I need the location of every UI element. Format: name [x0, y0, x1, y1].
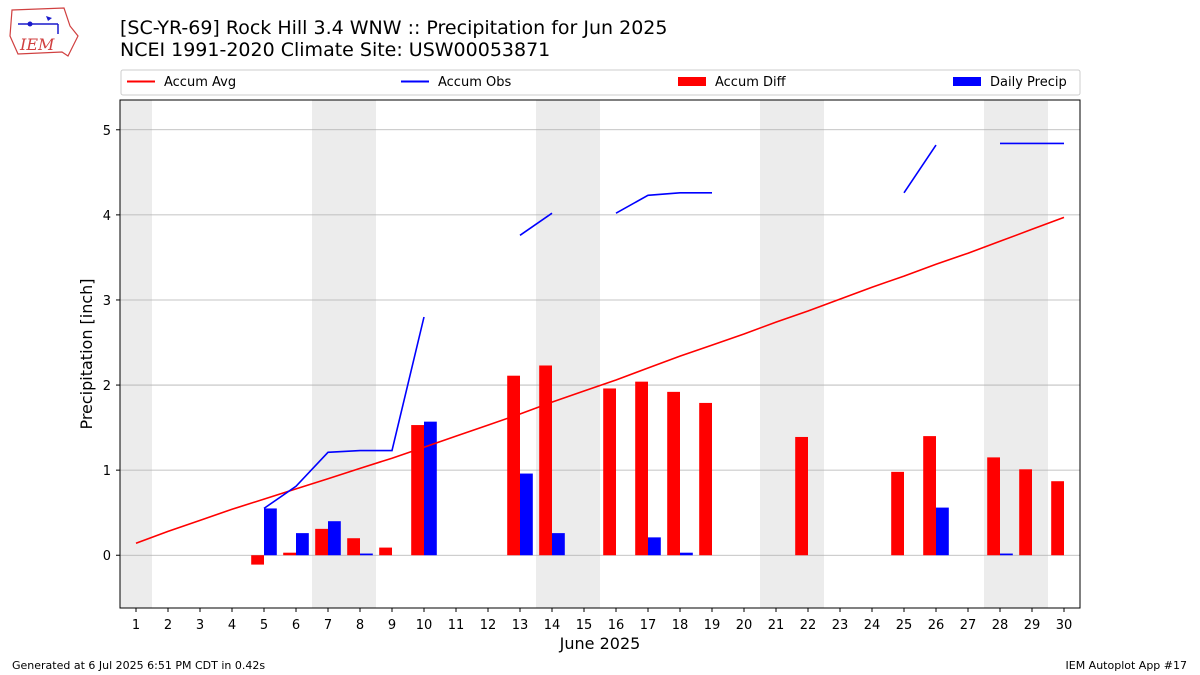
- chart-subtitle: NCEI 1991-2020 Climate Site: USW00053871: [120, 39, 551, 61]
- accum-diff-bar: [379, 547, 392, 556]
- legend-box: [120, 69, 1081, 96]
- x-tick-label: 17: [640, 618, 657, 633]
- x-tick-label: 24: [864, 618, 881, 633]
- x-tick-label: 16: [608, 618, 625, 633]
- x-tick-label: 6: [292, 618, 300, 633]
- legend-accum-diff-swatch: [678, 77, 706, 86]
- accum-diff-bar: [699, 402, 712, 556]
- weekend-band: [760, 100, 824, 608]
- daily-precip-bar: [552, 533, 565, 556]
- accum-obs-line: [903, 144, 937, 194]
- y-tick-label: 1: [103, 464, 111, 479]
- x-tick-label: 22: [800, 618, 817, 633]
- x-tick-label: 2: [164, 618, 172, 633]
- x-tick-label: 25: [896, 618, 913, 633]
- y-tick-label: 3: [103, 294, 111, 309]
- weekend-bands: [120, 100, 1048, 608]
- daily-precip-bar: [264, 508, 277, 556]
- legend-daily-precip-label: Daily Precip: [990, 75, 1067, 90]
- footer-generated: Generated at 6 Jul 2025 6:51 PM CDT in 0…: [12, 659, 266, 672]
- x-tick-label: 27: [960, 618, 977, 633]
- x-tick-label: 9: [388, 618, 396, 633]
- x-tick-label: 10: [416, 618, 433, 633]
- x-tick-label: 3: [196, 618, 204, 633]
- accum-obs-line: [615, 192, 712, 214]
- accum-diff-bar: [251, 555, 264, 565]
- y-tick-label: 0: [103, 549, 111, 564]
- x-tick-label: 18: [672, 618, 689, 633]
- accum-diff-bar: [795, 436, 808, 556]
- x-tick-label: 20: [736, 618, 753, 633]
- daily-precip-bar: [648, 537, 661, 556]
- footer-app: IEM Autoplot App #17: [1065, 659, 1188, 672]
- accum-obs-line: [263, 316, 425, 510]
- x-tick-label: 28: [992, 618, 1009, 633]
- y-tick-label: 2: [103, 379, 111, 394]
- x-tick-label: 15: [576, 618, 593, 633]
- x-tick-label: 29: [1024, 618, 1041, 633]
- accum-diff-bar: [411, 425, 424, 556]
- x-tick-label: 19: [704, 618, 721, 633]
- chart-title: [SC-YR-69] Rock Hill 3.4 WNW :: Precipit…: [120, 17, 668, 39]
- daily-precip-bar: [1000, 553, 1013, 556]
- accum-diff-bar: [603, 388, 616, 556]
- accum-diff-bar: [987, 457, 1000, 556]
- accum-obs-line: [519, 212, 553, 236]
- legend-accum-obs-label: Accum Obs: [438, 75, 511, 90]
- y-tick-label: 4: [103, 209, 111, 224]
- logo-text: IEM: [19, 35, 55, 54]
- accum-diff-bar: [1051, 481, 1064, 556]
- weekend-band: [312, 100, 376, 608]
- x-tick-label: 1: [132, 618, 140, 633]
- x-tick-label: 7: [324, 618, 332, 633]
- x-axis-label: June 2025: [559, 634, 641, 653]
- x-tick-label: 30: [1056, 618, 1073, 633]
- legend-accum-avg-label: Accum Avg: [164, 75, 236, 90]
- x-tick-label: 13: [512, 618, 529, 633]
- x-axis: 1 2 3 4 5 6 7 8 9 10 11 12 13 14 15 16 17 18 19 20 21 22 23 24 2…: [132, 608, 1072, 633]
- x-tick-label: 4: [228, 618, 236, 633]
- y-axis-label: Precipitation [inch]: [77, 278, 96, 429]
- legend-daily-precip-swatch: [953, 77, 981, 86]
- x-tick-label: 21: [768, 618, 785, 633]
- iem-logo: IEM: [9, 7, 79, 57]
- daily-precip-bar: [328, 521, 341, 556]
- series-lines: [135, 142, 1065, 545]
- plot-frame: [119, 99, 1081, 609]
- accum-diff-bar: [315, 528, 328, 556]
- accum-diff-bar: [667, 391, 680, 556]
- daily-precip-bar: [936, 507, 949, 556]
- x-tick-label: 23: [832, 618, 849, 633]
- y-axis: 0 1 2 3 4 5: [103, 124, 120, 564]
- x-tick-label: 26: [928, 618, 945, 633]
- accum-diff-bar: [507, 375, 520, 556]
- x-tick-label: 5: [260, 618, 268, 633]
- x-tick-label: 14: [544, 618, 561, 633]
- accum-diff-bar: [923, 436, 936, 556]
- accum-diff-bar: [539, 365, 552, 556]
- grid-lines: [120, 129, 1080, 556]
- daily-precip-bar: [680, 552, 693, 556]
- x-tick-label: 11: [448, 618, 465, 633]
- accum-diff-bar: [891, 471, 904, 556]
- weekend-band: [120, 100, 152, 608]
- x-tick-label: 8: [356, 618, 364, 633]
- daily-precip-bar: [520, 473, 533, 556]
- legend: Accum Avg Accum Obs Accum Diff Daily Precip: [120, 69, 1081, 96]
- accum-diff-bar: [347, 538, 360, 556]
- daily-precip-bar: [296, 533, 309, 556]
- y-tick-label: 5: [103, 124, 111, 139]
- bars: [251, 365, 1064, 565]
- accum-diff-bar: [283, 552, 296, 556]
- legend-accum-diff-label: Accum Diff: [715, 75, 787, 90]
- x-tick-label: 12: [480, 618, 497, 633]
- accum-diff-bar: [1019, 469, 1032, 556]
- accum-diff-bar: [635, 381, 648, 556]
- daily-precip-bar: [424, 421, 437, 556]
- daily-precip-bar: [360, 553, 373, 556]
